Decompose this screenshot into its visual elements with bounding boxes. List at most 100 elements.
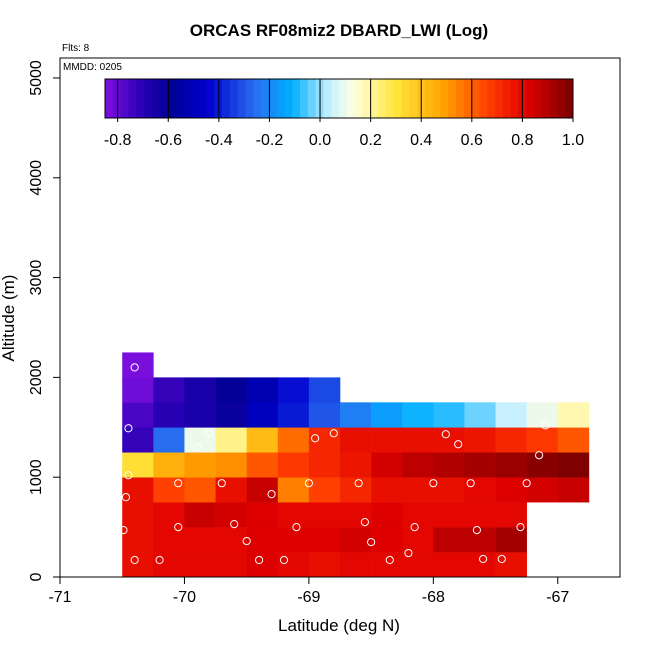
heatmap-cell [402,452,434,478]
heatmap-cell [246,377,279,403]
colorbar-segment [206,79,215,118]
colorbar-segment [261,79,270,118]
flights-annotation: Flts: 8 [62,43,90,54]
y-axis: 0 1000 2000 3000 4000 5000 [28,60,60,581]
colorbar-segment [463,79,472,118]
sample-point [130,555,139,565]
colorbar-segment [112,79,121,118]
colorbar-segment [385,79,394,118]
date-annotation: MMDD: 0205 [63,62,122,73]
colorbar-segment [214,79,223,118]
colorbar-segment [120,79,129,118]
colorbar-segment [471,79,480,118]
colorbar-segment [159,79,168,118]
colorbar-segment [222,79,231,118]
sample-point [360,518,369,527]
heatmap-cell [433,477,465,503]
heatmap-cell [340,502,372,528]
heatmap-cell [340,552,372,578]
heatmap-cell [526,477,559,503]
colorbar-segment [136,79,145,118]
sample-point [410,522,419,532]
heatmap-cell [215,477,247,503]
heatmap-cell [308,427,341,453]
heatmap-cell [495,527,527,553]
y-tick-label: 4000 [28,160,45,196]
heatmap-cell [371,502,403,528]
colorbar-tick-label: 0.6 [461,132,483,149]
heatmap-cell [495,452,527,478]
sample-point [292,522,301,532]
heatmap-cell [122,402,154,428]
heatmap-cell [464,502,496,528]
heatmap-cell [122,477,154,503]
heatmap-cell [153,527,185,553]
colorbar-segment [198,79,207,118]
sample-point [441,430,450,439]
colorbar-tick-label: 1.0 [562,132,584,149]
sample-point [130,363,139,372]
heatmap-cell [308,452,341,478]
colorbar-segment [151,79,160,118]
colorbar-segment [292,79,301,118]
heatmap-cell [122,552,154,578]
heatmap-cell [277,402,310,428]
heatmap-cell [184,552,216,578]
colorbar-segment [253,79,262,118]
x-tick-label: -70 [173,589,196,606]
y-axis-title: Altitude (m) [0,275,18,362]
colorbar-segment [346,79,355,118]
sample-point [385,555,394,565]
heatmap-cell [495,477,527,503]
heatmap-cell [371,477,403,503]
colorbar-segment [284,79,293,118]
colorbar-segment [105,79,114,118]
heatmap-cell [495,552,527,578]
heatmap-cell [246,552,279,578]
colorbar-segment [495,79,504,118]
y-tick-label: 5000 [28,60,45,96]
heatmap-cell [464,477,496,503]
heatmap-cell [246,452,279,478]
heatmap-cell [308,502,341,528]
colorbar-tick-label: -0.8 [104,132,132,149]
heatmap-cell [340,452,372,478]
heatmap-cell [122,377,154,403]
heatmap-cell [246,502,279,528]
heatmap-cell [464,452,496,478]
colorbar-tick-label: -0.6 [154,132,182,149]
colorbar-segment [362,79,371,118]
colorbar-segment [339,79,348,118]
heatmap-cell [277,377,310,403]
heatmap-cell [277,552,310,578]
colorbar-segment [183,79,192,118]
sample-point [121,493,131,502]
heatmap-cell [402,502,434,528]
sample-point [516,522,525,532]
heatmap-cell [215,452,247,478]
heatmap-cell [277,527,310,553]
x-tick-label: -68 [422,589,445,606]
colorbar-segment [432,79,441,118]
sample-point [466,479,475,488]
heatmap-cell [122,452,154,478]
colorbar-segment [354,79,363,118]
colorbar-segment [393,79,402,118]
heatmap-cell [122,527,154,553]
colorbar-segment [526,79,535,118]
colorbar-segment [487,79,496,118]
colorbar-segment [409,79,418,118]
colorbar-tick-label: -0.2 [256,132,284,149]
sample-point [354,479,363,488]
heatmap-cell [495,427,527,453]
colorbar-segment [378,79,387,118]
heatmap-cell [433,427,465,453]
sample-point [535,451,544,460]
heatmap-cell [153,377,185,403]
heatmap-cell [215,402,247,428]
sample-point [124,471,133,480]
sample-point [329,429,338,438]
heatmap-cell [308,527,341,553]
colorbar-segment [307,79,316,118]
heatmap-cell [308,477,341,503]
